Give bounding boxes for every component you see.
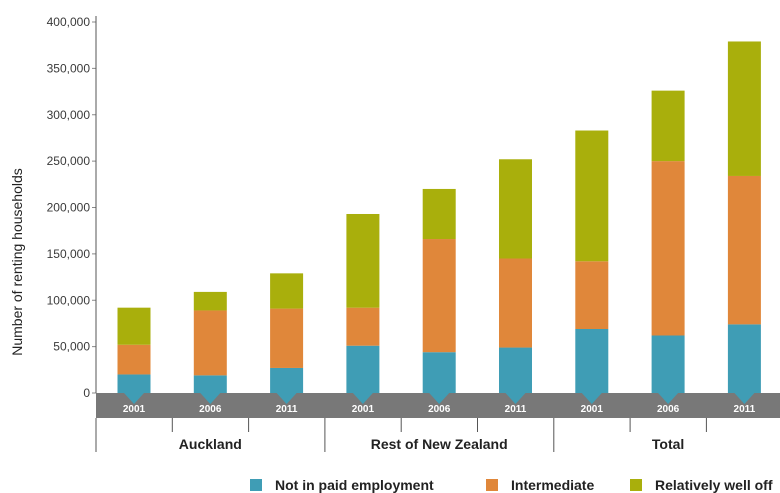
x-axis-year-labels: 2001 2006 2011 2001 2006 2011 2001 2006 2011 (123, 404, 756, 415)
bar-segment (270, 273, 304, 309)
bar-segment (575, 130, 609, 262)
bar-segment (117, 307, 151, 345)
x-tick-label: 2011 (505, 404, 527, 415)
bar-segment (727, 324, 761, 393)
y-tick-label: 150,000 (47, 247, 91, 261)
gridlines (92, 16, 97, 394)
bar-pointer (658, 393, 679, 404)
legend-label: Relatively well off (655, 477, 773, 493)
legend-label: Not in paid employment (275, 477, 434, 493)
bar-segment (117, 374, 151, 393)
legend-swatch (486, 479, 498, 491)
y-tick-label: 400,000 (47, 15, 91, 29)
legend-label: Intermediate (511, 477, 594, 493)
x-tick-label: 2006 (199, 404, 222, 415)
bar-segment (270, 308, 304, 368)
bar-segment (499, 159, 532, 259)
x-tick-label: 2001 (352, 404, 375, 415)
bar-segment (651, 90, 685, 162)
bars (117, 41, 761, 404)
y-tick-label: 250,000 (47, 154, 91, 168)
bar-pointer (429, 393, 450, 404)
x-tick-label: 2006 (657, 404, 680, 415)
bar-segment (346, 213, 380, 308)
x-axis-group-labels: Auckland Rest of New Zealand Total (95, 418, 707, 452)
bar-segment (193, 291, 227, 311)
bar-pointer (581, 393, 602, 404)
bar-segment (575, 261, 609, 330)
x-tick-label: 2001 (581, 404, 604, 415)
bar-segment (651, 335, 685, 393)
bar-segment (193, 310, 227, 376)
bar-segment (499, 258, 532, 348)
bar-segment (727, 175, 761, 325)
y-axis-label: Number of renting households (9, 168, 25, 356)
bar-segment (499, 347, 532, 393)
bar-segment (575, 329, 609, 393)
legend: Not in paid employment Intermediate Relati… (250, 477, 773, 493)
y-tick-label: 200,000 (47, 201, 91, 215)
bar-segment (346, 345, 380, 393)
bar-pointer (276, 393, 297, 404)
y-tick-label: 100,000 (47, 293, 91, 307)
y-tick-label: 350,000 (47, 61, 91, 75)
legend-swatch (250, 479, 262, 491)
x-group-label: Total (652, 436, 684, 452)
bar-pointer (734, 393, 755, 404)
y-tick-label: 0 (83, 386, 90, 400)
x-tick-label: 2006 (428, 404, 451, 415)
bar-pointer (124, 393, 144, 404)
x-tick-label: 2011 (734, 404, 756, 415)
bar-segment (422, 188, 456, 240)
bar-segment (422, 239, 456, 353)
x-tick-label: 2011 (276, 404, 298, 415)
bar-segment (117, 344, 151, 375)
bar-segment (346, 307, 380, 346)
y-tick-label: 50,000 (53, 340, 90, 354)
bar-segment (422, 352, 456, 393)
y-tick-label: 300,000 (47, 108, 91, 122)
x-tick-label: 2001 (123, 404, 146, 415)
bar-segment (270, 367, 304, 393)
x-group-label: Rest of New Zealand (371, 436, 508, 452)
bar-segment (651, 161, 685, 336)
bar-segment (193, 375, 227, 393)
bar-pointer (352, 393, 373, 404)
bar-pointer (505, 393, 526, 404)
y-axis-ticks: 0 50,000 100,000 150,000 200,000 250,000 300,0… (47, 15, 91, 400)
bar-pointer (200, 393, 221, 404)
legend-swatch (630, 479, 642, 491)
bar-segment (727, 41, 761, 176)
x-group-label: Auckland (179, 436, 242, 452)
